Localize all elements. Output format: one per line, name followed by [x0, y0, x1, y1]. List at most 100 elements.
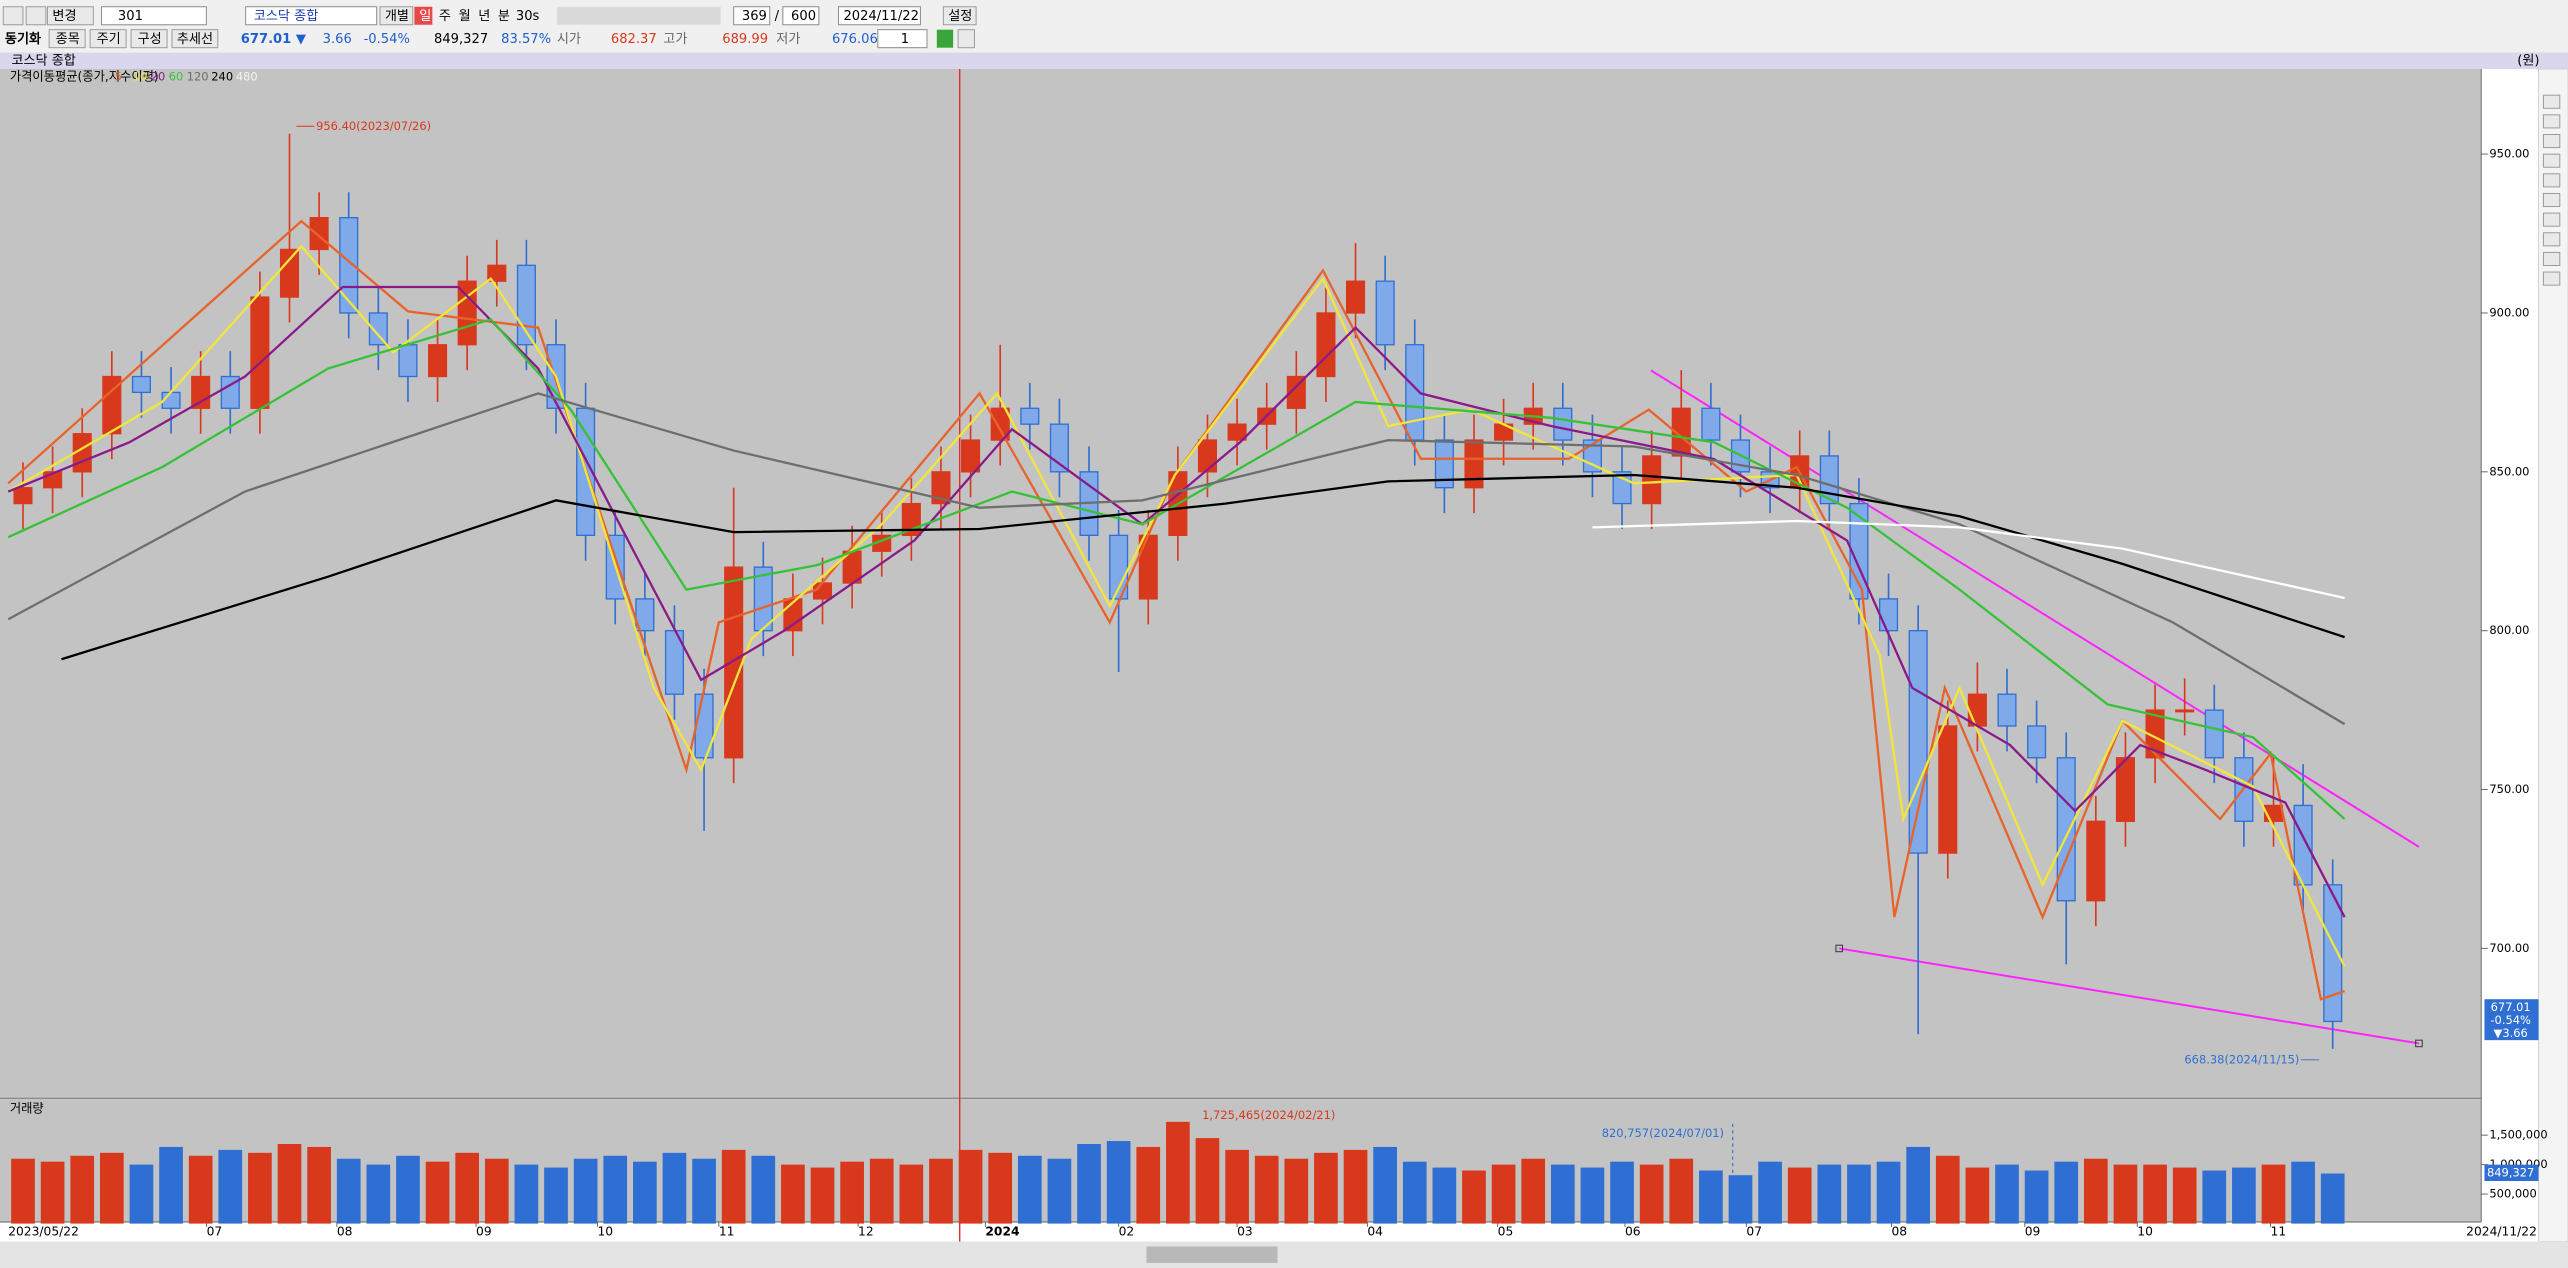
- volume: 849,327: [434, 32, 488, 47]
- legend-entry: 240: [211, 70, 233, 84]
- legend-entry: 120: [187, 70, 209, 84]
- volume-bar: [2054, 1161, 2079, 1224]
- candle-body: [279, 248, 300, 298]
- y-tick-label: 700.00: [2489, 941, 2529, 955]
- low-value: 676.06: [832, 32, 878, 47]
- volume-bar: [396, 1155, 420, 1224]
- volume-bar: [2291, 1161, 2315, 1224]
- add-button[interactable]: [936, 29, 954, 48]
- count: 369: [742, 9, 767, 24]
- last-price-box: [2484, 999, 2539, 1041]
- trend-label: 추세선: [177, 31, 213, 47]
- date-input[interactable]: [838, 6, 921, 26]
- candle-body: [635, 598, 655, 632]
- period[interactable]: 주: [439, 9, 451, 24]
- volume-bar: [307, 1146, 331, 1224]
- single-button[interactable]: [379, 6, 414, 26]
- icon-button[interactable]: [25, 6, 47, 26]
- volume-bar: [99, 1152, 124, 1224]
- tool-icon[interactable]: [2542, 212, 2561, 227]
- candle-body: [1642, 455, 1662, 505]
- volume-bar: [1491, 1164, 1516, 1224]
- tool-icon[interactable]: [2542, 133, 2561, 149]
- compose-button[interactable]: [130, 29, 168, 49]
- volume-bar: [781, 1164, 805, 1224]
- trendline[interactable]: [1650, 369, 2420, 848]
- y-tick-label: 800.00: [2489, 623, 2529, 637]
- trendline[interactable]: [1839, 947, 2420, 1045]
- single-label: 개별: [385, 8, 409, 24]
- code-input[interactable]: [101, 6, 207, 26]
- low-label: 저가: [776, 31, 800, 47]
- cycle-button[interactable]: [89, 29, 127, 49]
- candle-body: [1375, 280, 1395, 346]
- plot: 700.00 750.00 800.00 850.00 900.00 950.00 07 08…: [7, 70, 2548, 1238]
- tool-icon[interactable]: [2542, 153, 2561, 168]
- tool-icon[interactable]: [2542, 251, 2561, 266]
- count-input[interactable]: [733, 6, 771, 26]
- tool-icon[interactable]: [2542, 271, 2561, 286]
- sync-label[interactable]: 동기화: [5, 31, 41, 47]
- price-plot-bg: [0, 68, 2482, 1098]
- volume-bar: [1935, 1155, 1960, 1224]
- candle-body: [131, 375, 151, 394]
- step-input[interactable]: [877, 29, 928, 49]
- period[interactable]: 분: [498, 9, 510, 24]
- settings-button[interactable]: [942, 6, 977, 26]
- icon-button[interactable]: [2, 6, 24, 26]
- tool-icon[interactable]: [2542, 173, 2561, 188]
- volume-bar: [1580, 1167, 1605, 1224]
- tool-icon[interactable]: [2542, 114, 2561, 129]
- candle-body: [1138, 534, 1158, 600]
- volume-bar: [455, 1152, 480, 1224]
- legend-entry: 10: [133, 70, 148, 84]
- x-tick-label: 10: [597, 1224, 613, 1238]
- tool-icon[interactable]: [2542, 94, 2561, 109]
- volume-bar: [1817, 1164, 1842, 1224]
- volume-bar: [1876, 1161, 1901, 1224]
- moving-average: [7, 244, 2346, 967]
- volume-bar: [1728, 1175, 1753, 1224]
- tool-icon[interactable]: [2542, 232, 2561, 247]
- x-tick-label: 11: [719, 1224, 735, 1238]
- period[interactable]: 일: [419, 8, 431, 24]
- volume-bar: [1314, 1152, 1338, 1224]
- volume-bar: [336, 1158, 361, 1224]
- volume-bar: [662, 1152, 687, 1224]
- open-value: 682.37: [611, 32, 657, 47]
- y-tick-label: 1,500,000: [2489, 1128, 2547, 1142]
- tool-icon[interactable]: [2542, 192, 2561, 208]
- scroll-thumb[interactable]: [1146, 1246, 1278, 1263]
- y-tick-label: 750.00: [2489, 782, 2529, 796]
- trend-button[interactable]: [171, 29, 219, 49]
- step: 1: [901, 32, 909, 47]
- last-change: ▼3.66: [2494, 1026, 2528, 1040]
- change-button[interactable]: [47, 6, 94, 26]
- name-box[interactable]: [245, 6, 378, 26]
- trendline-handle[interactable]: [2415, 1039, 2423, 1048]
- volume-bar: [1787, 1167, 1812, 1224]
- period-selected[interactable]: [414, 6, 433, 25]
- volume-bar: [1462, 1170, 1486, 1224]
- candle-body: [1286, 375, 1306, 409]
- candle-body: [2323, 884, 2343, 1023]
- volume-bar: [1521, 1158, 1546, 1224]
- candle-body: [339, 217, 359, 314]
- volume-bar: [573, 1158, 598, 1224]
- period[interactable]: 30s: [516, 9, 540, 24]
- x-tick-label: 03: [1237, 1224, 1253, 1238]
- period[interactable]: 년: [478, 8, 490, 24]
- candle-body: [2056, 757, 2076, 902]
- scrollbar[interactable]: [0, 1241, 2568, 1268]
- stock-button[interactable]: [48, 29, 86, 49]
- trendline-handle[interactable]: [1835, 944, 1843, 953]
- max-input[interactable]: [782, 6, 820, 26]
- volume-bar: [2202, 1170, 2227, 1224]
- y-tick-label: 900.00: [2489, 305, 2529, 319]
- legend-entry: 5: [115, 70, 122, 84]
- period[interactable]: 월: [459, 8, 471, 24]
- interval-buttons[interactable]: [556, 6, 721, 25]
- option-button[interactable]: [957, 29, 975, 49]
